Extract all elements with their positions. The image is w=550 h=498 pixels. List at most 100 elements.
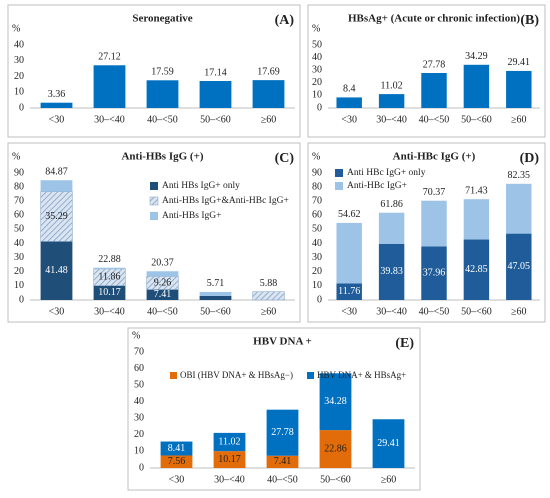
bar-segment [199, 291, 232, 296]
y-tick-label: 50 [312, 224, 322, 235]
x-tick-label: 50–<60 [461, 114, 492, 125]
segment-label: 11.86 [98, 272, 120, 283]
total-label: 84.87 [45, 167, 68, 178]
total-label: 5.71 [207, 278, 225, 289]
y-tick-label: 60 [312, 210, 322, 221]
bar-segment [463, 199, 490, 240]
bar-segment [252, 291, 285, 301]
bar-segment [336, 222, 362, 284]
segment-label: 22.86 [324, 443, 347, 454]
panel-frame [7, 4, 301, 138]
total-label: 54.62 [338, 209, 361, 220]
bar-segment [213, 432, 246, 452]
value-label: 11.02 [381, 80, 403, 91]
bar-segment [319, 373, 352, 431]
legend-swatch [335, 182, 343, 190]
total-label: 71.43 [465, 186, 488, 197]
total-label: 5.88 [260, 278, 278, 289]
y-tick-label: 50 [134, 379, 144, 390]
bar-segment [146, 271, 179, 277]
x-tick-label: <30 [341, 114, 357, 125]
value-label: 27.78 [423, 59, 446, 70]
y-tick-label: 30 [134, 413, 144, 424]
total-label: 82.35 [508, 170, 531, 181]
y-tick-label: 20 [14, 266, 24, 277]
x-tick-label: ≥60 [511, 306, 527, 317]
bar-segment [266, 409, 299, 456]
x-tick-label: 40–<50 [147, 306, 178, 317]
segment-label: 47.05 [508, 261, 531, 272]
legend-label: Anti-HBs IgG+&Anti-HBc IgG+ [162, 196, 289, 206]
legend-swatch [149, 196, 159, 206]
y-tick-label: 40 [14, 238, 24, 249]
bar-segment [213, 451, 246, 468]
y-axis-label: % [312, 23, 320, 34]
y-tick-label: 0 [317, 294, 322, 305]
y-tick-label: 40 [312, 238, 322, 249]
y-tick-label: 70 [14, 196, 24, 207]
bar [252, 80, 285, 108]
value-label: 17.59 [151, 67, 174, 78]
value-label: 8.4 [343, 84, 356, 95]
bar [146, 80, 179, 108]
legend-label: Anti-HBc IgG+ [347, 181, 407, 191]
segment-label: 10.17 [218, 454, 241, 465]
value-label: 17.69 [257, 66, 280, 77]
x-tick-label: ≥60 [261, 114, 277, 125]
segment-label: 11.02 [218, 436, 240, 447]
panel-title: Seronegative [132, 13, 192, 25]
x-tick-label: 40–<50 [419, 114, 450, 125]
x-tick-label: 30–<40 [94, 114, 125, 125]
segment-label: 37.96 [423, 268, 446, 279]
panel-title: Anti-HBc IgG (+) [393, 151, 476, 163]
x-tick-label: 30–<40 [214, 474, 245, 485]
y-tick-label: 70 [134, 346, 144, 357]
y-tick-label: 20 [312, 266, 322, 277]
segment-label: 9.26 [154, 277, 172, 288]
y-tick-label: 80 [14, 181, 24, 192]
total-label: 61.86 [380, 199, 403, 210]
x-tick-label: 40–<50 [419, 306, 450, 317]
y-tick-label: 40 [312, 52, 322, 63]
bar-segment [40, 241, 73, 300]
bar-segment [378, 243, 405, 300]
y-tick-label: 70 [312, 196, 322, 207]
panel-title: HBsAg+ (Acute or chronic infection) [348, 13, 520, 25]
y-axis-label: % [12, 151, 20, 162]
y-tick-label: 10 [134, 446, 144, 457]
x-tick-label: 40–<50 [147, 114, 178, 125]
legend-swatch [150, 182, 158, 190]
bar-segment [40, 191, 73, 242]
y-tick-label: 50 [14, 224, 24, 235]
x-tick-label: <30 [169, 474, 185, 485]
bar-segment [319, 430, 352, 468]
segment-label: 35.29 [45, 211, 68, 222]
total-label: 70.37 [423, 187, 446, 198]
segment-label: 34.28 [324, 396, 347, 407]
x-tick-label: ≥60 [261, 306, 277, 317]
value-label: 3.36 [48, 89, 66, 100]
bar-segment [378, 212, 405, 244]
segment-label: 10.17 [98, 287, 121, 298]
bar-segment [421, 246, 447, 300]
bar-segment [160, 455, 193, 468]
y-tick-label: 30 [312, 252, 322, 263]
segment-label: 42.85 [465, 264, 488, 275]
y-tick-label: 10 [312, 280, 322, 291]
y-tick-label: 30 [14, 252, 24, 263]
legend-swatch [307, 372, 314, 379]
panel-letter: (A) [275, 13, 295, 28]
bar-segment [506, 183, 532, 234]
x-tick-label: <30 [49, 306, 65, 317]
panel-letter: (D) [520, 151, 540, 166]
bar-segment [93, 285, 126, 300]
bar [93, 65, 126, 108]
segment-label: 39.83 [380, 266, 403, 277]
y-tick-label: 90 [14, 167, 24, 178]
x-tick-label: ≥60 [511, 114, 527, 125]
bar-segment [40, 180, 73, 192]
y-tick-label: 50 [312, 39, 322, 50]
segment-label: 7.41 [154, 289, 172, 300]
bar [336, 97, 362, 108]
y-tick-label: 20 [14, 71, 24, 82]
